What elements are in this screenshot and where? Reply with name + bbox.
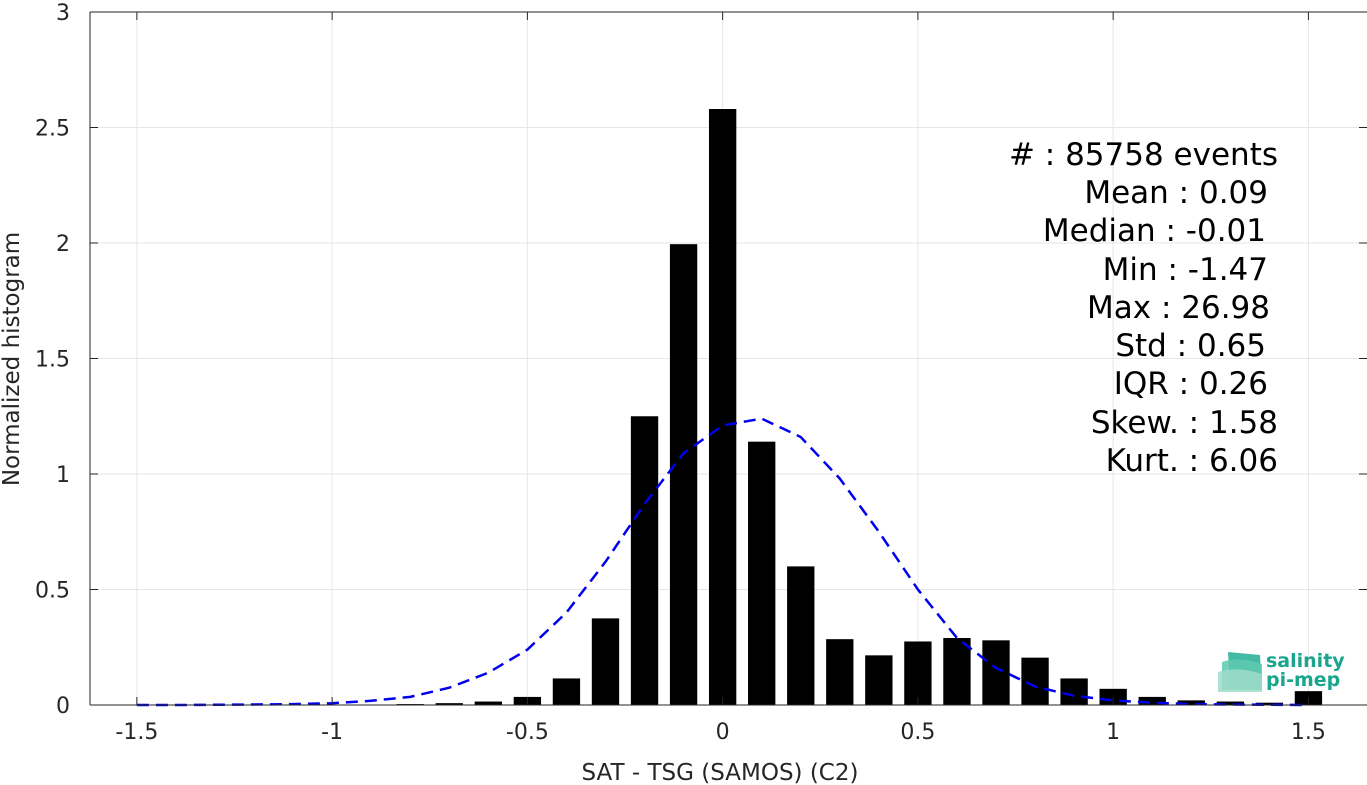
- histogram-bar: [591, 618, 620, 705]
- stat-median: Median : -0.01: [1043, 213, 1266, 249]
- histogram-bar: [1216, 701, 1244, 705]
- stat-mean: Mean : 0.09: [1084, 175, 1268, 211]
- stat-kurt: Kurt. : 6.06: [1106, 443, 1278, 479]
- histogram-bar: [1255, 702, 1284, 705]
- histogram-bar: [435, 703, 463, 705]
- stat-std: Std : 0.65: [1115, 328, 1266, 364]
- x-tick-label: -1.5: [115, 720, 158, 745]
- histogram-bar: [982, 640, 1010, 705]
- histogram-bar: [630, 416, 659, 705]
- x-axis-label: SAT - TSG (SAMOS) (C2): [582, 760, 859, 785]
- histogram-bar: [943, 638, 971, 705]
- logo-line1: salinity: [1266, 650, 1345, 672]
- salinity-pi-mep-logo: salinity pi-mep: [1218, 650, 1345, 692]
- histogram-bar: [748, 441, 776, 705]
- y-tick-label: 1.5: [35, 348, 70, 373]
- histogram-bar: [904, 641, 932, 705]
- statistics-box: # : 85758 events Mean : 0.09 Median : -0…: [1009, 137, 1278, 479]
- x-tick-label: -1: [321, 720, 343, 745]
- histogram-bar: [1138, 696, 1166, 705]
- stat-skew: Skew. : 1.58: [1091, 405, 1278, 441]
- x-tick-label: 0.5: [900, 720, 935, 745]
- stat-min: Min : -1.47: [1103, 252, 1268, 288]
- x-tick-label: 1.5: [1291, 720, 1326, 745]
- histogram-bars: [318, 109, 1323, 706]
- histogram-bar: [708, 109, 737, 705]
- y-tick-label: 2.5: [35, 117, 70, 142]
- y-tick-label: 0.5: [35, 579, 70, 604]
- histogram-bar: [826, 639, 854, 705]
- logo-waves-icon: [1218, 652, 1262, 692]
- histogram-bar: [865, 655, 893, 705]
- x-tick-label: 0: [716, 720, 730, 745]
- y-tick-label: 0: [56, 694, 70, 719]
- histogram-bar: [787, 566, 815, 705]
- stat-max: Max : 26.98: [1087, 290, 1270, 326]
- histogram-bar: [552, 678, 581, 705]
- histogram-bar: [1060, 678, 1088, 705]
- tick-labels: -1.5 -1 -0.5 0 0.5 1 1.5 0 0.5 1 1.5 2 2.5 3: [35, 1, 1326, 745]
- y-tick-label: 1: [56, 463, 70, 488]
- logo-line2: pi-mep: [1266, 669, 1340, 691]
- axes: [89, 11, 1367, 706]
- histogram-bar: [1021, 657, 1049, 705]
- x-tick-label: 1: [1106, 720, 1120, 745]
- stat-iqr: IQR : 0.26: [1114, 366, 1268, 402]
- histogram-bar: [474, 701, 502, 705]
- y-tick-label: 2: [56, 232, 70, 257]
- y-axis-label: Normalized histogram: [0, 232, 25, 486]
- x-tick-label: -0.5: [506, 720, 549, 745]
- histogram-bar: [1177, 700, 1205, 705]
- y-tick-label: 3: [56, 1, 70, 26]
- histogram-bar: [669, 244, 698, 705]
- stat-events: # : 85758 events: [1009, 137, 1278, 173]
